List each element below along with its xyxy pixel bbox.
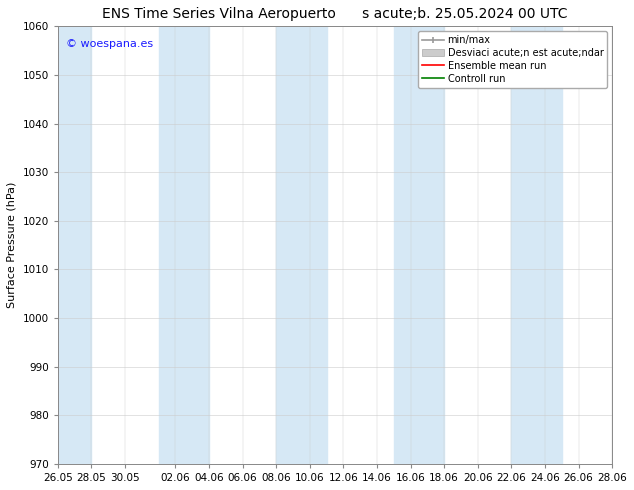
Bar (512, 26, 562, 464)
Y-axis label: Surface Pressure (hPa): Surface Pressure (hPa) (7, 182, 17, 308)
Bar (394, 26, 444, 464)
Text: © woespana.es: © woespana.es (66, 39, 153, 49)
Bar (41, 26, 91, 464)
Title: ENS Time Series Vilna Aeropuerto      s acute;b. 25.05.2024 00 UTC: ENS Time Series Vilna Aeropuerto s acute… (102, 7, 567, 21)
Bar (158, 26, 209, 464)
Legend: min/max, Desviaci acute;n est acute;ndar, Ensemble mean run, Controll run: min/max, Desviaci acute;n est acute;ndar… (418, 31, 607, 88)
Bar (276, 26, 327, 464)
